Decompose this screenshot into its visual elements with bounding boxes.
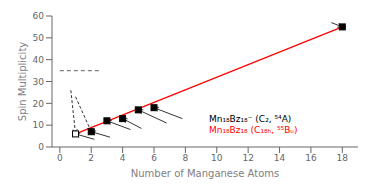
svg-text:20: 20 — [33, 99, 45, 109]
svg-text:0: 0 — [57, 153, 63, 163]
svg-text:16: 16 — [305, 153, 317, 163]
svg-text:Spin Multiplicity: Spin Multiplicity — [17, 42, 28, 122]
svg-text:0: 0 — [38, 142, 44, 152]
svg-text:6: 6 — [151, 153, 157, 163]
svg-text:30: 30 — [33, 77, 45, 87]
svg-text:40: 40 — [33, 55, 45, 65]
svg-text:10: 10 — [33, 120, 45, 130]
svg-text:18: 18 — [337, 153, 349, 163]
svg-text:4: 4 — [120, 153, 126, 163]
svg-text:50: 50 — [33, 33, 45, 43]
svg-text:60: 60 — [33, 11, 45, 21]
svg-text:Mn₁₈Bz₁₈ (C₁₈ₕ, ⁵⁵Bᵤ): Mn₁₈Bz₁₈ (C₁₈ₕ, ⁵⁵Bᵤ) — [209, 125, 298, 135]
svg-text:14: 14 — [274, 153, 286, 163]
svg-text:10: 10 — [211, 153, 223, 163]
svg-text:8: 8 — [183, 153, 189, 163]
svg-text:Number of Manganese Atoms: Number of Manganese Atoms — [131, 168, 279, 179]
svg-text:Mn₁₈Bz₁₈⁻ (C₂, ⁵⁴A): Mn₁₈Bz₁₈⁻ (C₂, ⁵⁴A) — [209, 114, 291, 124]
svg-text:12: 12 — [242, 153, 253, 163]
svg-text:2: 2 — [88, 153, 94, 163]
